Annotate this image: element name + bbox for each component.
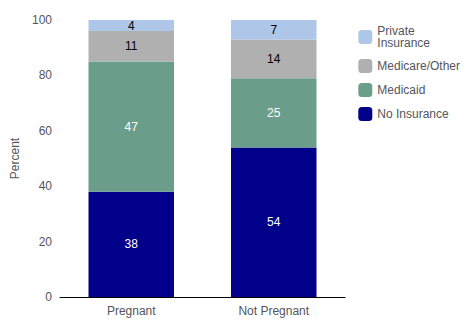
svg-text:20: 20 bbox=[39, 235, 53, 249]
svg-text:38: 38 bbox=[125, 237, 139, 251]
svg-text:Not Pregnant: Not Pregnant bbox=[238, 304, 309, 318]
svg-text:54: 54 bbox=[267, 215, 281, 229]
svg-text:4: 4 bbox=[128, 19, 135, 33]
svg-text:40: 40 bbox=[39, 179, 53, 193]
svg-text:Pregnant: Pregnant bbox=[107, 304, 156, 318]
svg-text:Medicare/Other: Medicare/Other bbox=[377, 59, 460, 73]
svg-text:7: 7 bbox=[270, 23, 277, 37]
svg-text:No Insurance: No Insurance bbox=[377, 107, 449, 121]
svg-text:25: 25 bbox=[267, 106, 281, 120]
svg-text:47: 47 bbox=[125, 120, 139, 134]
svg-text:Percent: Percent bbox=[8, 137, 22, 179]
svg-text:60: 60 bbox=[39, 124, 53, 138]
svg-text:14: 14 bbox=[267, 52, 281, 66]
svg-text:Insurance: Insurance bbox=[377, 36, 430, 50]
svg-text:11: 11 bbox=[125, 39, 138, 53]
svg-text:0: 0 bbox=[45, 290, 52, 304]
svg-text:100: 100 bbox=[32, 13, 52, 27]
svg-text:80: 80 bbox=[39, 68, 53, 82]
svg-text:Medicaid: Medicaid bbox=[377, 83, 425, 97]
svg-text:Private: Private bbox=[377, 24, 415, 38]
